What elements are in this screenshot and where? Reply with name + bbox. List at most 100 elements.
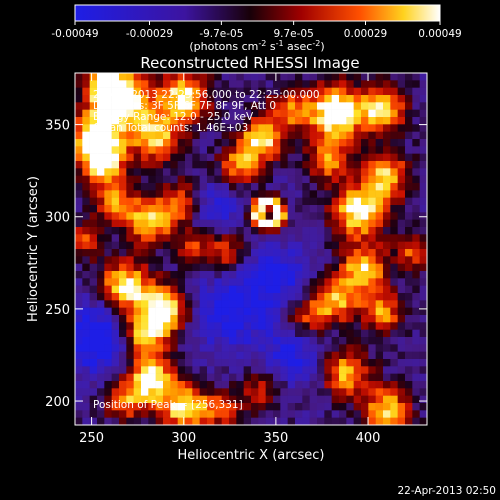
heatmap-cell: [155, 381, 164, 389]
heatmap-cell: [390, 139, 398, 147]
heatmap-cell: [75, 109, 83, 118]
heatmap-cell: [111, 212, 120, 220]
heatmap-cell: [192, 161, 200, 169]
heatmap-cell: [207, 73, 215, 81]
heatmap-cell: [192, 410, 200, 418]
heatmap-cell: [346, 183, 354, 191]
heatmap-cell: [75, 307, 83, 316]
heatmap-cell: [214, 102, 222, 110]
heatmap-cell: [104, 124, 112, 132]
heatmap-cell: [397, 102, 406, 110]
heatmap-cell: [419, 285, 428, 294]
heatmap-cell: [390, 234, 398, 242]
heatmap-cell: [192, 322, 200, 330]
heatmap-cell: [368, 315, 376, 323]
heatmap-cell: [302, 131, 310, 140]
heatmap-cell: [265, 109, 274, 118]
heatmap-cell: [390, 417, 398, 426]
heatmap-cell: [221, 293, 230, 301]
heatmap-cell: [104, 168, 112, 176]
heatmap-cell: [236, 249, 244, 257]
heatmap-cell: [207, 403, 215, 411]
heatmap-cell: [397, 234, 406, 242]
heatmap-cell: [397, 109, 406, 118]
heatmap-cell: [141, 300, 149, 308]
heatmap-cell: [390, 381, 398, 389]
heatmap-cell: [82, 197, 90, 206]
heatmap-cell: [339, 219, 347, 228]
heatmap-cell: [207, 373, 215, 382]
heatmap-cell: [353, 227, 362, 235]
heatmap-cell: [295, 271, 303, 279]
heatmap-cell: [390, 256, 398, 264]
heatmap-cell: [287, 403, 296, 411]
heatmap-cell: [104, 205, 112, 213]
heatmap-cell: [133, 278, 142, 286]
heatmap-cell: [148, 102, 156, 110]
heatmap-cell: [361, 271, 369, 279]
heatmap-cell: [163, 241, 171, 250]
heatmap-cell: [339, 95, 347, 103]
heatmap-cell: [368, 183, 376, 191]
heatmap-cell: [141, 109, 149, 118]
heatmap-cell: [331, 410, 340, 418]
heatmap-cell: [221, 205, 230, 213]
heatmap-cell: [419, 124, 428, 132]
heatmap-cell: [207, 183, 215, 191]
heatmap-cell: [214, 117, 222, 125]
heatmap-cell: [280, 190, 288, 198]
heatmap-cell: [97, 373, 105, 382]
heatmap-cell: [280, 329, 288, 338]
heatmap-cell: [302, 87, 310, 96]
heatmap-cell: [207, 168, 215, 176]
heatmap-cell: [280, 219, 288, 228]
heatmap-cell: [405, 315, 413, 323]
heatmap-cell: [324, 168, 332, 176]
heatmap-cell: [273, 146, 281, 154]
heatmap-cell: [317, 190, 325, 198]
heatmap-cell: [119, 124, 127, 132]
heatmap-cell: [82, 234, 90, 242]
heatmap-cell: [368, 175, 376, 184]
heatmap-cell: [177, 102, 186, 110]
heatmap-cell: [405, 139, 413, 147]
heatmap-cell: [192, 359, 200, 367]
heatmap-cell: [368, 403, 376, 411]
heatmap-cell: [192, 344, 200, 352]
heatmap-cell: [126, 410, 134, 418]
heatmap-cell: [405, 87, 413, 96]
heatmap-cell: [265, 388, 274, 396]
heatmap-cell: [133, 329, 142, 338]
heatmap-cell: [243, 351, 252, 360]
heatmap-cell: [309, 73, 318, 81]
y-tick-label: 300: [45, 211, 70, 226]
heatmap-cell: [353, 293, 362, 301]
heatmap-cell: [287, 315, 296, 323]
heatmap-cell: [405, 381, 413, 389]
heatmap-cell: [163, 124, 171, 132]
heatmap-cell: [89, 373, 98, 382]
heatmap-cell: [170, 241, 178, 250]
heatmap-cell: [148, 403, 156, 411]
heatmap-cell: [280, 212, 288, 220]
heatmap-cell: [170, 197, 178, 206]
heatmap-cell: [229, 80, 237, 88]
heatmap-cell: [287, 146, 296, 154]
heatmap-cell: [177, 410, 186, 418]
heatmap-cell: [148, 227, 156, 235]
heatmap: [75, 73, 428, 426]
heatmap-cell: [133, 256, 142, 264]
heatmap-cell: [287, 351, 296, 360]
heatmap-cell: [397, 256, 406, 264]
heatmap-cell: [236, 131, 244, 140]
heatmap-cell: [133, 322, 142, 330]
heatmap-cell: [185, 337, 193, 345]
heatmap-cell: [221, 161, 230, 169]
heatmap-cell: [119, 417, 127, 426]
heatmap-cell: [111, 205, 120, 213]
heatmap-cell: [397, 153, 406, 162]
heatmap-cell: [251, 329, 259, 338]
heatmap-cell: [295, 285, 303, 294]
heatmap-cell: [75, 102, 83, 110]
heatmap-cell: [331, 300, 340, 308]
